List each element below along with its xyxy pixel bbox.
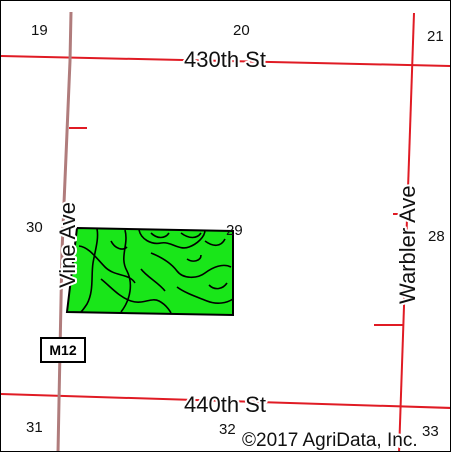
section-number-33: 33 xyxy=(422,423,439,440)
section-number-32: 32 xyxy=(219,421,236,438)
section-lines xyxy=(1,12,450,451)
soil-boundaries xyxy=(78,228,234,314)
section-line-east xyxy=(398,12,415,451)
road-label-vine-ave: Vine Ave xyxy=(55,202,80,288)
vine-ave-road xyxy=(56,11,73,451)
road-label-warbler-ave: Warbler Ave xyxy=(395,185,420,304)
section-number-31: 31 xyxy=(26,419,43,436)
section-line-north xyxy=(1,55,450,67)
road-label-430th-st: 430th St xyxy=(184,47,266,72)
section-number-20: 20 xyxy=(233,22,250,39)
section-number-19: 19 xyxy=(31,22,48,39)
highway-shield-m12: M12 xyxy=(40,337,86,363)
road-label-440th-st: 440th St xyxy=(184,392,266,417)
section-line-south xyxy=(1,393,450,409)
section-number-21: 21 xyxy=(427,28,444,45)
field-polygon[interactable] xyxy=(65,226,234,317)
highway-shield-label: M12 xyxy=(49,342,76,358)
field-boundary[interactable] xyxy=(65,226,234,317)
section-number-30: 30 xyxy=(26,219,43,236)
section-number-28: 28 xyxy=(428,228,445,245)
section-number-29: 29 xyxy=(226,222,243,239)
copyright-notice: ©2017 AgriData, Inc. xyxy=(242,430,418,451)
